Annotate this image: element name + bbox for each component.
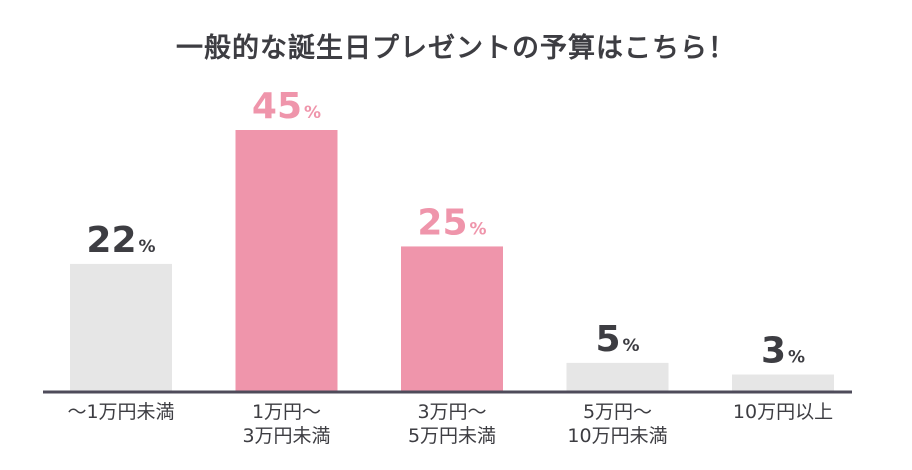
bars-layer — [70, 130, 834, 392]
chart-title: 一般的な誕生日プレゼントの予算はこちら！ — [176, 33, 736, 64]
bar-5 — [732, 374, 834, 392]
bar-3 — [401, 246, 503, 392]
value-label-5: 3% — [761, 331, 805, 372]
bar-4 — [566, 362, 669, 392]
category-labels-layer: 〜1万円未満 1万円〜 3万円未満 3万円〜 5万円未満 5万円〜 10万円未満 10万円以上 — [67, 401, 833, 447]
bar-2 — [235, 130, 338, 392]
value-label-4: 5% — [595, 319, 639, 360]
value-label-1: 22% — [86, 220, 155, 261]
bar-1 — [70, 263, 172, 392]
value-labels-layer: 22 % 45 % 25 % 5% 3% — [86, 86, 805, 372]
category-label-5: 10万円以上 — [733, 401, 833, 423]
value-label-2: 45% — [252, 86, 321, 127]
category-label-2: 1万円〜 3万円未満 — [242, 401, 330, 447]
value-label-3: 25% — [417, 202, 486, 243]
category-label-1: 〜1万円未満 — [67, 401, 174, 423]
category-label-4: 5万円〜 10万円未満 — [567, 401, 667, 447]
category-label-3: 3万円〜 5万円未満 — [408, 401, 496, 447]
